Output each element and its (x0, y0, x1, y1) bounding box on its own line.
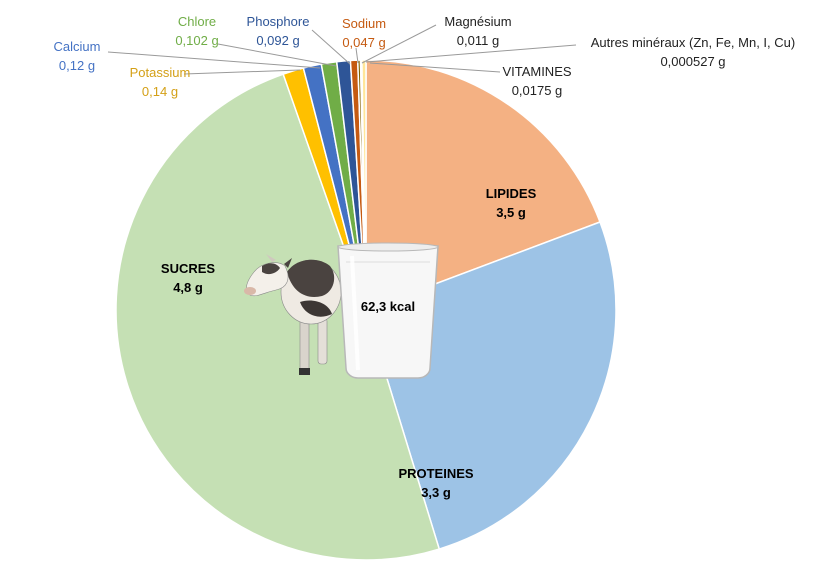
label-proteines-name: PROTEINES (398, 466, 473, 481)
center-kcal-label: 62,3 kcal (361, 299, 415, 314)
leader-line-vitamines (369, 62, 501, 73)
label-autres-name: Autres minéraux (Zn, Fe, Mn, I, Cu) (591, 35, 795, 50)
label-potassium-name: Potassium (130, 65, 191, 80)
pie-slice-sucres (115, 73, 441, 561)
leader-line-magnesium (361, 24, 437, 64)
label-lipides-name: LIPIDES (486, 186, 537, 201)
label-magnesium-value: 0,011 g (457, 33, 499, 48)
label-proteines-value: 3,3 g (421, 485, 451, 500)
label-chlore-value: 0,102 g (175, 33, 218, 48)
leader-line-calcium (107, 51, 321, 69)
label-potassium-value: 0,14 g (142, 84, 178, 99)
leader-line-potassium (183, 69, 301, 75)
cow-icon (244, 254, 342, 375)
label-magnesium-name: Magnésium (444, 14, 511, 29)
milk-glass-icon (337, 242, 439, 379)
leader-line-sodium (355, 47, 359, 64)
label-lipides-value: 3,5 g (496, 205, 526, 220)
label-calcium-value: 0,12 g (59, 58, 95, 73)
leader-line-phosphore (311, 29, 351, 65)
label-sucres-name: SUCRES (161, 261, 216, 276)
label-phosphore-value: 0,092 g (256, 33, 299, 48)
label-vitamines-name: VITAMINES (502, 64, 571, 79)
label-vitamines-value: 0,0175 g (512, 83, 563, 98)
label-sucres-value: 4,8 g (173, 280, 203, 295)
label-sodium-name: Sodium (342, 16, 386, 31)
label-chlore-name: Chlore (178, 14, 216, 29)
leader-lines (107, 24, 577, 75)
label-sodium-value: 0,047 g (342, 35, 385, 50)
label-phosphore-name: Phosphore (247, 14, 310, 29)
leader-line-chlore (217, 43, 337, 67)
leader-line-autres (365, 44, 577, 63)
label-autres-value: 0,000527 g (660, 54, 725, 69)
label-calcium-name: Calcium (54, 39, 101, 54)
